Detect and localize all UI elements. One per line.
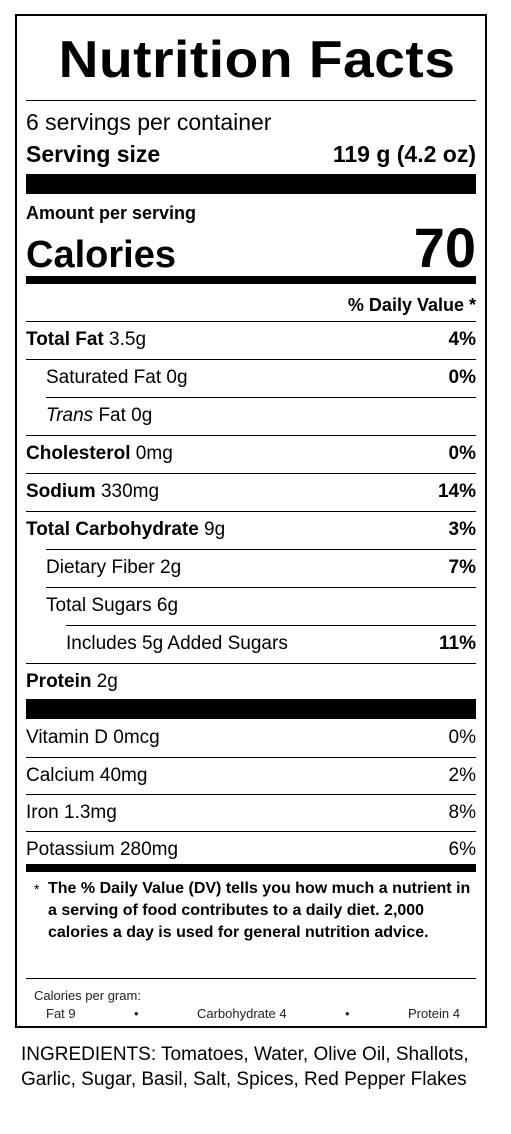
nutrient-amount: 9g bbox=[198, 519, 226, 540]
nutrient-name: Total Carbohydrate bbox=[26, 519, 199, 540]
footnote: * The % Daily Value (DV) tells you how m… bbox=[34, 878, 476, 944]
footnote-star: * bbox=[34, 881, 40, 897]
nutrient-amount: Includes 5g Added Sugars bbox=[66, 633, 288, 654]
nutrient-amount: 2g bbox=[91, 671, 118, 692]
nutrient-amount: 330mg bbox=[95, 481, 160, 502]
nutrient-dv: 11% bbox=[439, 633, 476, 654]
nutrient-amount: Saturated Fat 0g bbox=[46, 367, 188, 388]
divider bbox=[26, 978, 476, 979]
vitamin-name: Calcium 40mg bbox=[26, 765, 148, 786]
nutrient-row-total-carbohydrate: Total Carbohydrate 9g 3% bbox=[26, 512, 476, 548]
nutrient-name-italic: Trans bbox=[46, 405, 94, 426]
label-content: Nutrition Facts 6 servings per container… bbox=[26, 16, 476, 1026]
nutrient-name: Sodium bbox=[26, 481, 96, 502]
cpg-fat: Fat 9 bbox=[46, 1006, 76, 1021]
thick-divider bbox=[26, 174, 476, 194]
vitamin-row-iron: Iron 1.3mg 8% bbox=[26, 795, 476, 831]
vitamin-row-potassium: Potassium 280mg 6% bbox=[26, 832, 476, 868]
nutrient-row-sodium: Sodium 330mg 14% bbox=[26, 474, 476, 510]
serving-size-label: Serving size bbox=[26, 141, 161, 167]
vitamin-dv: 8% bbox=[448, 802, 476, 823]
divider bbox=[26, 794, 476, 795]
divider bbox=[26, 511, 476, 512]
vitamin-dv: 0% bbox=[448, 727, 476, 748]
calories-per-gram-label: Calories per gram: bbox=[34, 988, 141, 1003]
nutrient-dv: 7% bbox=[448, 557, 476, 578]
label-title: Nutrition Facts bbox=[58, 31, 456, 89]
vitamin-dv: 2% bbox=[448, 765, 476, 786]
vitamin-row-calcium: Calcium 40mg 2% bbox=[26, 758, 476, 794]
vitamin-name: Iron 1.3mg bbox=[26, 802, 117, 823]
divider bbox=[46, 587, 476, 588]
divider bbox=[26, 321, 476, 322]
medium-divider bbox=[26, 276, 476, 284]
divider bbox=[26, 757, 476, 758]
nutrient-name: Total Fat bbox=[26, 329, 104, 350]
nutrient-dv: 14% bbox=[437, 481, 476, 502]
serving-size-row: Serving size 119 g (4.2 oz) bbox=[26, 140, 476, 168]
calories-value: 70 bbox=[413, 216, 476, 279]
nutrient-row-added-sugars: Includes 5g Added Sugars 11% bbox=[66, 626, 476, 662]
footnote-text: The % Daily Value (DV) tells you how muc… bbox=[48, 880, 471, 941]
nutrient-row-saturated-fat: Saturated Fat 0g 0% bbox=[46, 360, 476, 396]
nutrient-name: Cholesterol bbox=[26, 443, 131, 464]
nutrient-name: Protein bbox=[26, 671, 92, 692]
nutrition-facts-label: Nutrition Facts 6 servings per container… bbox=[15, 14, 487, 1028]
divider bbox=[26, 100, 476, 101]
calories-row: Calories 70 bbox=[26, 218, 476, 278]
nutrient-row-trans-fat: Trans Fat 0g bbox=[46, 398, 476, 434]
calories-label: Calories bbox=[26, 234, 176, 276]
nutrient-dv: 0% bbox=[448, 367, 476, 388]
vitamin-row-vitamin-d: Vitamin D 0mcg 0% bbox=[26, 720, 476, 756]
divider bbox=[66, 625, 476, 626]
thick-divider bbox=[26, 699, 476, 719]
divider bbox=[46, 549, 476, 550]
divider bbox=[46, 397, 476, 398]
nutrient-dv: 4% bbox=[448, 329, 476, 350]
ingredients-list: INGREDIENTS: Tomatoes, Water, Olive Oil,… bbox=[21, 1044, 469, 1090]
servings-per-container: 6 servings per container bbox=[26, 109, 272, 135]
bullet: • bbox=[344, 1006, 350, 1021]
divider bbox=[26, 831, 476, 832]
nutrient-row-total-fat: Total Fat 3.5g 4% bbox=[26, 322, 476, 358]
amount-per-serving: Amount per serving bbox=[26, 203, 197, 223]
divider bbox=[26, 435, 476, 436]
calories-per-gram-values: Fat 9 • Carbohydrate 4 • Protein 4 bbox=[46, 1006, 460, 1022]
vitamin-dv: 6% bbox=[448, 839, 476, 860]
nutrient-amount: 3.5g bbox=[103, 329, 147, 350]
nutrient-amount: Dietary Fiber 2g bbox=[46, 557, 182, 578]
divider bbox=[26, 663, 476, 664]
nutrient-amount: Total Sugars 6g bbox=[46, 595, 179, 616]
daily-value-header: % Daily Value * bbox=[347, 295, 476, 315]
nutrient-amount: Fat 0g bbox=[93, 405, 153, 426]
cpg-carbohydrate: Carbohydrate 4 bbox=[196, 1006, 287, 1021]
cpg-protein: Protein 4 bbox=[407, 1006, 460, 1021]
nutrient-amount: 0mg bbox=[130, 443, 173, 464]
nutrient-row-dietary-fiber: Dietary Fiber 2g 7% bbox=[46, 550, 476, 586]
bullet: • bbox=[134, 1006, 139, 1021]
divider bbox=[26, 359, 476, 360]
nutrient-row-protein: Protein 2g bbox=[26, 664, 476, 700]
nutrient-dv: 0% bbox=[448, 443, 476, 464]
medium-divider bbox=[26, 864, 476, 872]
divider bbox=[26, 473, 476, 474]
vitamin-name: Vitamin D 0mcg bbox=[26, 727, 160, 748]
vitamin-name: Potassium 280mg bbox=[26, 839, 179, 860]
nutrient-dv: 3% bbox=[448, 519, 476, 540]
nutrient-row-cholesterol: Cholesterol 0mg 0% bbox=[26, 436, 476, 472]
nutrient-row-total-sugars: Total Sugars 6g bbox=[46, 588, 476, 624]
serving-size-value: 119 g (4.2 oz) bbox=[332, 141, 476, 167]
